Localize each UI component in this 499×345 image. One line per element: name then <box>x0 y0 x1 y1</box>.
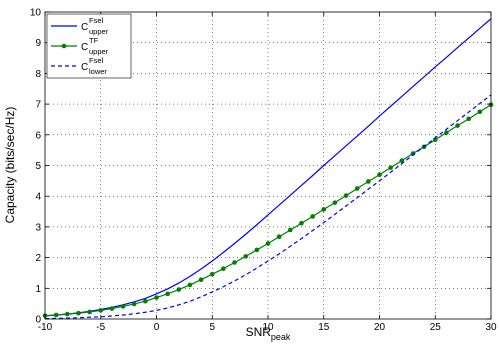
series-c-tf-upper-marker <box>109 306 115 311</box>
series-c-tf-upper-marker <box>388 165 393 170</box>
x-tick-label: 25 <box>430 322 442 333</box>
series-c-tf-upper-marker <box>176 287 182 292</box>
series-c-tf-upper-marker <box>276 234 282 240</box>
series-c-tf-upper-marker <box>243 254 248 259</box>
series-c-tf-upper-marker <box>466 116 472 122</box>
y-tick-label: 1 <box>35 284 41 295</box>
y-tick-label: 8 <box>35 69 41 80</box>
series-c-tf-upper-marker <box>65 311 70 317</box>
series-c-tf-upper-marker <box>221 266 226 271</box>
y-tick-label: 10 <box>30 8 42 19</box>
legend-sup-series-c-tf-upper: TF <box>89 36 99 45</box>
series-c-tf-upper-marker <box>477 109 483 115</box>
x-tick-label: 5 <box>209 322 215 333</box>
legend-sub-series-c-fsel-lower: lower <box>89 67 107 76</box>
series-c-tf-upper-marker <box>198 277 204 283</box>
series-c-tf-upper-marker <box>265 241 271 246</box>
series-c-tf-upper-marker <box>120 304 126 309</box>
legend-marker-series-c-tf-upper <box>61 43 67 49</box>
x-tick-label: 15 <box>318 322 330 333</box>
series-c-tf-upper-marker <box>444 130 449 135</box>
y-tick-label: 7 <box>35 100 41 111</box>
legend-sub-series-c-fsel-upper: upper <box>89 27 109 36</box>
x-tick-label: -5 <box>96 322 105 333</box>
series-c-tf-upper-marker <box>165 291 170 297</box>
series-c-fsel-upper-line <box>44 18 492 317</box>
series-c-tf-upper-marker <box>343 193 349 198</box>
legend-label-series-c-fsel-lower: C <box>81 62 88 73</box>
y-tick-label: 4 <box>35 192 41 203</box>
series-c-tf-upper-marker <box>154 295 159 300</box>
series-c-tf-upper-marker <box>87 309 92 315</box>
series-c-fsel-lower-line <box>44 94 492 320</box>
x-tick-label: 0 <box>154 322 160 333</box>
legend-sup-series-c-fsel-lower: Fsel <box>89 56 104 65</box>
x-tick-label: 20 <box>374 322 386 333</box>
series-c-tf-upper-marker <box>143 298 148 304</box>
x-axis-label-sub: peak <box>271 332 291 342</box>
legend-sup-series-c-fsel-upper: Fsel <box>89 16 104 25</box>
series-c-tf-upper-marker <box>455 123 460 128</box>
series-c-tf-upper-marker <box>321 207 327 212</box>
series-group <box>42 18 494 320</box>
legend-label-series-c-fsel-upper: C <box>81 22 88 33</box>
series-c-tf-upper-marker <box>299 220 304 226</box>
y-tick-label: 3 <box>35 222 41 233</box>
series-c-tf-upper-marker <box>377 172 382 178</box>
series-c-tf-upper-marker <box>366 179 371 184</box>
legend-label-series-c-tf-upper: C <box>81 42 88 53</box>
series-c-tf-upper-marker <box>254 247 260 253</box>
series-c-tf-upper-marker <box>399 158 405 163</box>
series-c-tf-upper-marker <box>232 260 237 265</box>
series-c-tf-upper-marker <box>310 214 315 219</box>
legend-sub-series-c-tf-upper: upper <box>89 47 109 56</box>
series-c-tf-upper-marker <box>76 310 81 316</box>
series-c-tf-upper-marker <box>53 312 59 318</box>
y-tick-label: 2 <box>35 253 41 264</box>
x-tick-label: 10 <box>262 322 274 333</box>
y-tick-label: 0 <box>35 315 41 326</box>
y-tick-label: 5 <box>35 161 41 172</box>
series-c-tf-upper-marker <box>354 186 360 191</box>
x-tick-label: 30 <box>485 322 497 333</box>
series-c-tf-upper-marker <box>131 301 137 307</box>
y-tick-label: 9 <box>35 38 41 49</box>
series-c-tf-upper-marker <box>332 200 338 205</box>
series-c-tf-upper-marker <box>98 308 104 313</box>
series-c-tf-upper-marker <box>187 282 193 288</box>
series-c-tf-upper-marker <box>209 271 215 277</box>
x-axis-label-main: SNR <box>246 325 272 339</box>
ticks: -10 -5 0 5 10 15 20 25 30 0 1 2 3 4 5 6 7 8 9 10 <box>30 8 497 334</box>
y-axis-label: Capacity (bits/sec/Hz) <box>3 107 17 224</box>
series-c-tf-upper-marker <box>288 227 293 233</box>
x-axis-label: SNRpeak <box>246 325 291 342</box>
x-tick-label: -10 <box>38 322 53 333</box>
y-tick-label: 6 <box>35 130 41 141</box>
